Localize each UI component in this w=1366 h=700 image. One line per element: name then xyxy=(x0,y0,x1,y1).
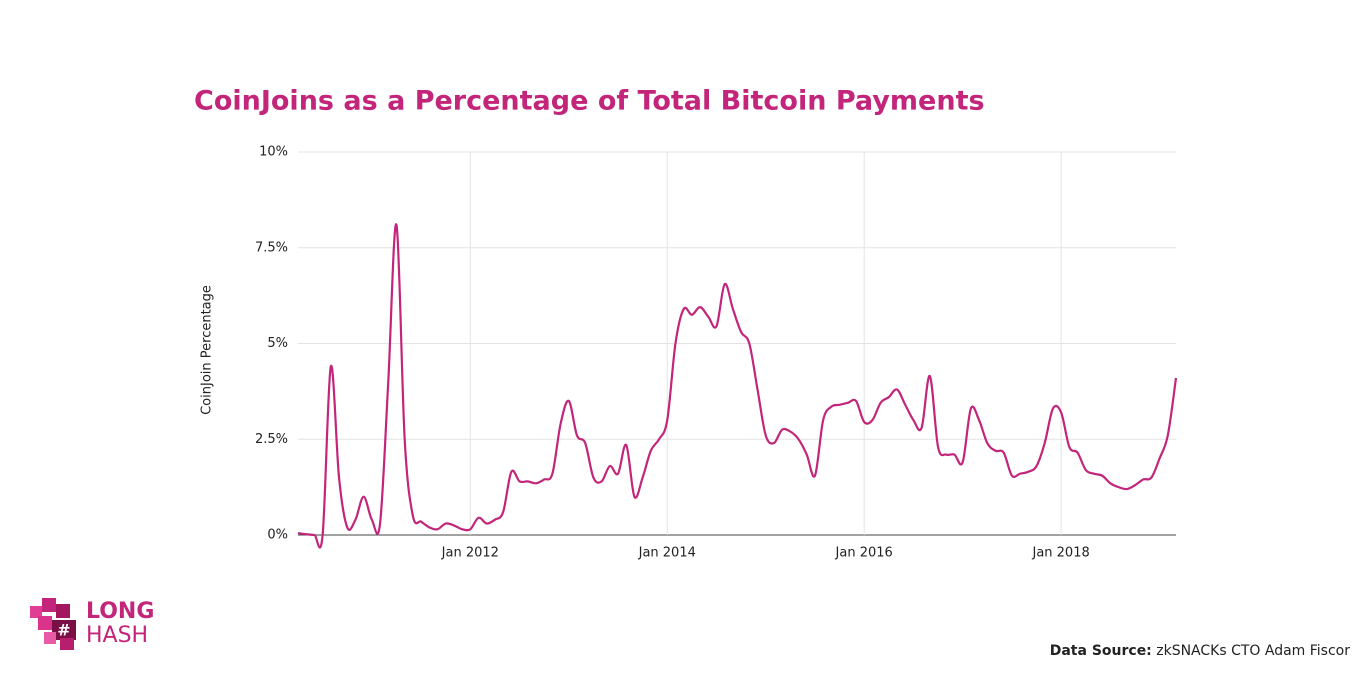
y-tick-label: 10% xyxy=(259,145,288,160)
y-axis-label: CoinJoin Percentage xyxy=(200,285,215,415)
x-tick-label: Jan 2016 xyxy=(835,546,893,561)
x-tick-label: Jan 2012 xyxy=(441,546,499,561)
y-tick-label: 7.5% xyxy=(255,240,288,255)
svg-text:#: # xyxy=(57,621,70,640)
data-source: Data Source: zkSNACKs CTO Adam Fiscor xyxy=(1050,643,1351,659)
x-tick-label: Jan 2018 xyxy=(1031,546,1089,561)
y-tick-label: 2.5% xyxy=(255,432,288,447)
logo-text: LONG xyxy=(86,599,154,624)
x-tick-label: Jan 2014 xyxy=(638,546,696,561)
source-label: Data Source: xyxy=(1050,643,1152,659)
chart-title: CoinJoins as a Percentage of Total Bitco… xyxy=(194,86,985,117)
logo-text: HASH xyxy=(86,623,148,648)
data-line xyxy=(297,223,1178,549)
y-tick-label: 0% xyxy=(267,528,288,543)
source-text: zkSNACKs CTO Adam Fiscor xyxy=(1156,643,1350,659)
logo-icon: # xyxy=(30,598,76,650)
y-tick-label: 5% xyxy=(267,336,288,351)
